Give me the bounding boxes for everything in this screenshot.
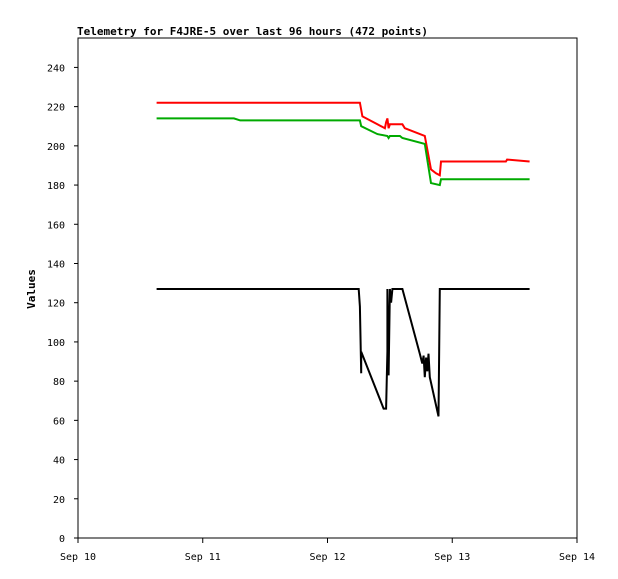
y-tick-label: 60: [53, 416, 65, 427]
y-tick-label: 20: [53, 495, 65, 506]
x-axis-ticks: Sep 10 Sep 11 Sep 12 Sep 13 Sep 14: [60, 538, 595, 563]
x-tick-label: Sep 13: [434, 552, 470, 563]
y-tick-label: 140: [47, 259, 65, 270]
y-axis-ticks: 0 20 40 60 80 100 120 140 160 180 200 220 240: [47, 63, 78, 545]
series-line-3: [156, 288, 530, 417]
y-tick-label: 180: [47, 181, 65, 192]
y-axis-label: Values: [25, 269, 38, 309]
x-tick-label: Sep 10: [60, 552, 96, 563]
x-tick-label: Sep 11: [185, 552, 221, 563]
y-tick-label: 200: [47, 142, 65, 153]
y-tick-label: 220: [47, 103, 65, 114]
y-tick-label: 160: [47, 220, 65, 231]
y-tick-label: 40: [53, 456, 65, 467]
y-tick-label: 240: [47, 63, 65, 74]
series-line-2: [156, 117, 530, 187]
y-tick-label: 120: [47, 299, 65, 310]
y-tick-label: 100: [47, 338, 65, 349]
x-tick-label: Sep 14: [559, 552, 595, 563]
series-layer: [156, 101, 530, 417]
x-tick-label: Sep 12: [309, 552, 345, 563]
y-tick-label: 0: [59, 534, 65, 545]
y-tick-label: 80: [53, 377, 65, 388]
series-line-1: [156, 101, 530, 177]
chart-title: Telemetry for F4JRE-5 over last 96 hours…: [77, 25, 428, 38]
